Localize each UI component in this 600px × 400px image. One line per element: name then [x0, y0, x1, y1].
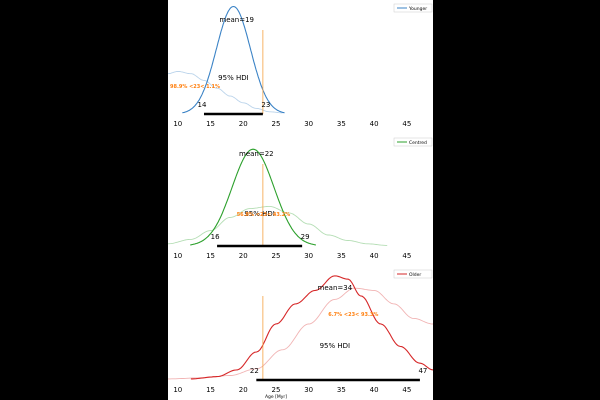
legend-box — [393, 269, 433, 279]
tick-label: 40 — [370, 120, 379, 128]
x-axis-label: Age [Myr] — [265, 394, 287, 400]
hdi-low-label: 16 — [211, 233, 220, 241]
legend-label: Older — [409, 272, 421, 278]
legend-box — [393, 137, 433, 147]
annotation-text: 6.7% <23< 93.3% — [328, 312, 378, 318]
tick-label: 30 — [304, 252, 313, 260]
tick-label: 15 — [206, 252, 215, 260]
annotation-text: 56.8% <23< 43.2% — [237, 212, 291, 218]
tick-label: 15 — [206, 120, 215, 128]
chart-svg: 14 23 mean=19 95% HDI 98.9% <23< 1.1% Younger… — [168, 3, 433, 400]
posterior-curve — [182, 5, 285, 114]
legend-box — [393, 3, 433, 13]
hdi-high-label: 23 — [261, 101, 270, 109]
hdi-high-label: 29 — [301, 233, 310, 241]
tick-label: 15 — [206, 386, 215, 394]
tick-label: 40 — [370, 252, 379, 260]
prior-curve — [168, 70, 283, 114]
tick-label: 40 — [370, 386, 379, 394]
prior-curve — [168, 205, 388, 246]
tick-label: 20 — [239, 252, 248, 260]
mean-label: mean=22 — [239, 150, 274, 158]
annotation-text: 98.9% <23< 1.1% — [170, 84, 220, 90]
tick-label: 45 — [402, 386, 411, 394]
posterior-curve — [190, 275, 433, 380]
hdi-high-label: 47 — [418, 367, 427, 375]
tick-label: 25 — [272, 120, 281, 128]
tick-label: 25 — [272, 252, 281, 260]
tick-label: 35 — [337, 252, 346, 260]
legend-label: Centred — [409, 140, 427, 146]
mean-label: mean=34 — [318, 284, 353, 292]
panel-centred — [168, 137, 433, 248]
tick-label: 35 — [337, 386, 346, 394]
hdi-low-label: 22 — [250, 367, 259, 375]
tick-label: 20 — [239, 386, 248, 394]
hdi-label: 95% HDI — [244, 210, 275, 218]
tick-label: 10 — [173, 252, 182, 260]
tick-label: 10 — [173, 120, 182, 128]
posterior-curve — [190, 148, 316, 246]
hdi-low-label: 14 — [198, 101, 207, 109]
hdi-label: 95% HDI — [218, 74, 249, 82]
panel-younger — [168, 3, 433, 116]
tick-label: 25 — [272, 386, 281, 394]
legend-label: Younger — [408, 6, 427, 12]
figure: 14 23 mean=19 95% HDI 98.9% <23< 1.1% Younger… — [168, 0, 433, 400]
tick-label: 35 — [337, 120, 346, 128]
tick-label: 45 — [402, 252, 411, 260]
tick-label: 20 — [239, 120, 248, 128]
tick-label: 10 — [173, 386, 182, 394]
hdi-label: 95% HDI — [320, 342, 351, 350]
tick-label: 45 — [402, 120, 411, 128]
panel-older — [168, 269, 433, 382]
tick-label: 30 — [304, 120, 313, 128]
mean-label: mean=19 — [219, 16, 254, 24]
tick-label: 30 — [304, 386, 313, 394]
